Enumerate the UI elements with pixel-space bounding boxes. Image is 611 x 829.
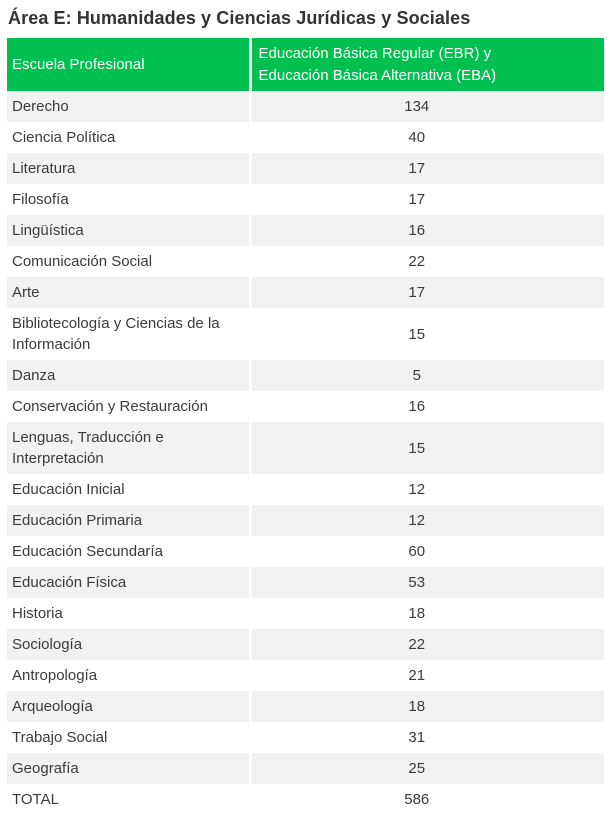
column-header-ebr-eba-line1: Educación Básica Regular (EBR) y: [258, 44, 492, 62]
table-row: Trabajo Social 31: [7, 722, 604, 753]
table-row: Derecho 134: [7, 91, 604, 122]
value-cell: 17: [248, 153, 604, 184]
school-cell: Lingüística: [7, 215, 250, 246]
value-cell: 12: [248, 474, 604, 505]
table-body: Derecho 134 Ciencia Política 40 Literatura 17…: [7, 91, 604, 815]
column-header-escuela-profesional: Escuela Profesional: [7, 38, 250, 91]
school-cell: Bibliotecología y Ciencias de la Informa…: [7, 308, 250, 360]
table-row: Ciencia Política 40: [7, 122, 604, 153]
table-row: Educación Física 53: [7, 567, 604, 598]
value-cell: 15: [248, 308, 604, 360]
value-cell: 16: [248, 215, 604, 246]
table-row: Educación Secundaría 60: [7, 536, 604, 567]
table-row: Antropología 21: [7, 660, 604, 691]
school-cell: Educación Inicial: [7, 474, 250, 505]
column-header-ebr-eba-line2: Educación Básica Alternativa (EBA): [258, 66, 497, 84]
value-cell: 22: [248, 629, 604, 660]
table-row: Educación Primaria 12: [7, 505, 604, 536]
school-cell: Ciencia Política: [7, 122, 250, 153]
table-row: Historia 18: [7, 598, 604, 629]
table-row: Literatura 17: [7, 153, 604, 184]
value-cell: 12: [248, 505, 604, 536]
school-cell: Trabajo Social: [7, 722, 250, 753]
value-cell: 15: [248, 422, 604, 474]
value-cell: 586: [248, 784, 604, 815]
value-cell: 17: [248, 277, 604, 308]
table-row: Arte 17: [7, 277, 604, 308]
table-row: Filosofía 17: [7, 184, 604, 215]
value-cell: 22: [248, 246, 604, 277]
value-cell: 25: [248, 753, 604, 784]
school-cell: Educación Secundaría: [7, 536, 250, 567]
table-row: Sociología 22: [7, 629, 604, 660]
table-row: Educación Inicial 12: [7, 474, 604, 505]
school-cell: Arqueología: [7, 691, 250, 722]
value-cell: 134: [248, 91, 604, 122]
value-cell: 18: [248, 691, 604, 722]
column-header-ebr-eba: Educación Básica Regular (EBR) y Educaci…: [248, 38, 604, 91]
value-cell: 21: [248, 660, 604, 691]
table-row: Lingüística 16: [7, 215, 604, 246]
school-cell: Educación Primaria: [7, 505, 250, 536]
value-cell: 60: [248, 536, 604, 567]
school-cell: TOTAL: [7, 784, 250, 815]
school-cell: Antropología: [7, 660, 250, 691]
value-cell: 17: [248, 184, 604, 215]
school-cell: Educación Física: [7, 567, 250, 598]
table-row: Danza 5: [7, 360, 604, 391]
table-row: Geografía 25: [7, 753, 604, 784]
school-cell: Literatura: [7, 153, 250, 184]
school-cell: Sociología: [7, 629, 250, 660]
school-cell: Conservación y Restauración: [7, 391, 250, 422]
school-cell: Arte: [7, 277, 250, 308]
school-cell: Danza: [7, 360, 250, 391]
value-cell: 31: [248, 722, 604, 753]
value-cell: 18: [248, 598, 604, 629]
table-row: TOTAL 586: [7, 784, 604, 815]
school-cell: Geografía: [7, 753, 250, 784]
table-row: Arqueología 18: [7, 691, 604, 722]
school-cell: Lenguas, Traducción e Interpretación: [7, 422, 250, 474]
school-cell: Filosofía: [7, 184, 250, 215]
table-row: Conservación y Restauración 16: [7, 391, 604, 422]
data-table: Escuela Profesional Educación Básica Reg…: [7, 38, 604, 815]
school-cell: Historia: [7, 598, 250, 629]
table-row: Bibliotecología y Ciencias de la Informa…: [7, 308, 604, 360]
page-title: Área E: Humanidades y Ciencias Jurídicas…: [8, 8, 471, 28]
school-cell: Comunicación Social: [7, 246, 250, 277]
table-row: Lenguas, Traducción e Interpretación 15: [7, 422, 604, 474]
table-row: Comunicación Social 22: [7, 246, 604, 277]
value-cell: 5: [248, 360, 604, 391]
table-header-row: Escuela Profesional Educación Básica Reg…: [7, 38, 604, 91]
value-cell: 53: [248, 567, 604, 598]
value-cell: 40: [248, 122, 604, 153]
school-cell: Derecho: [7, 91, 250, 122]
value-cell: 16: [248, 391, 604, 422]
